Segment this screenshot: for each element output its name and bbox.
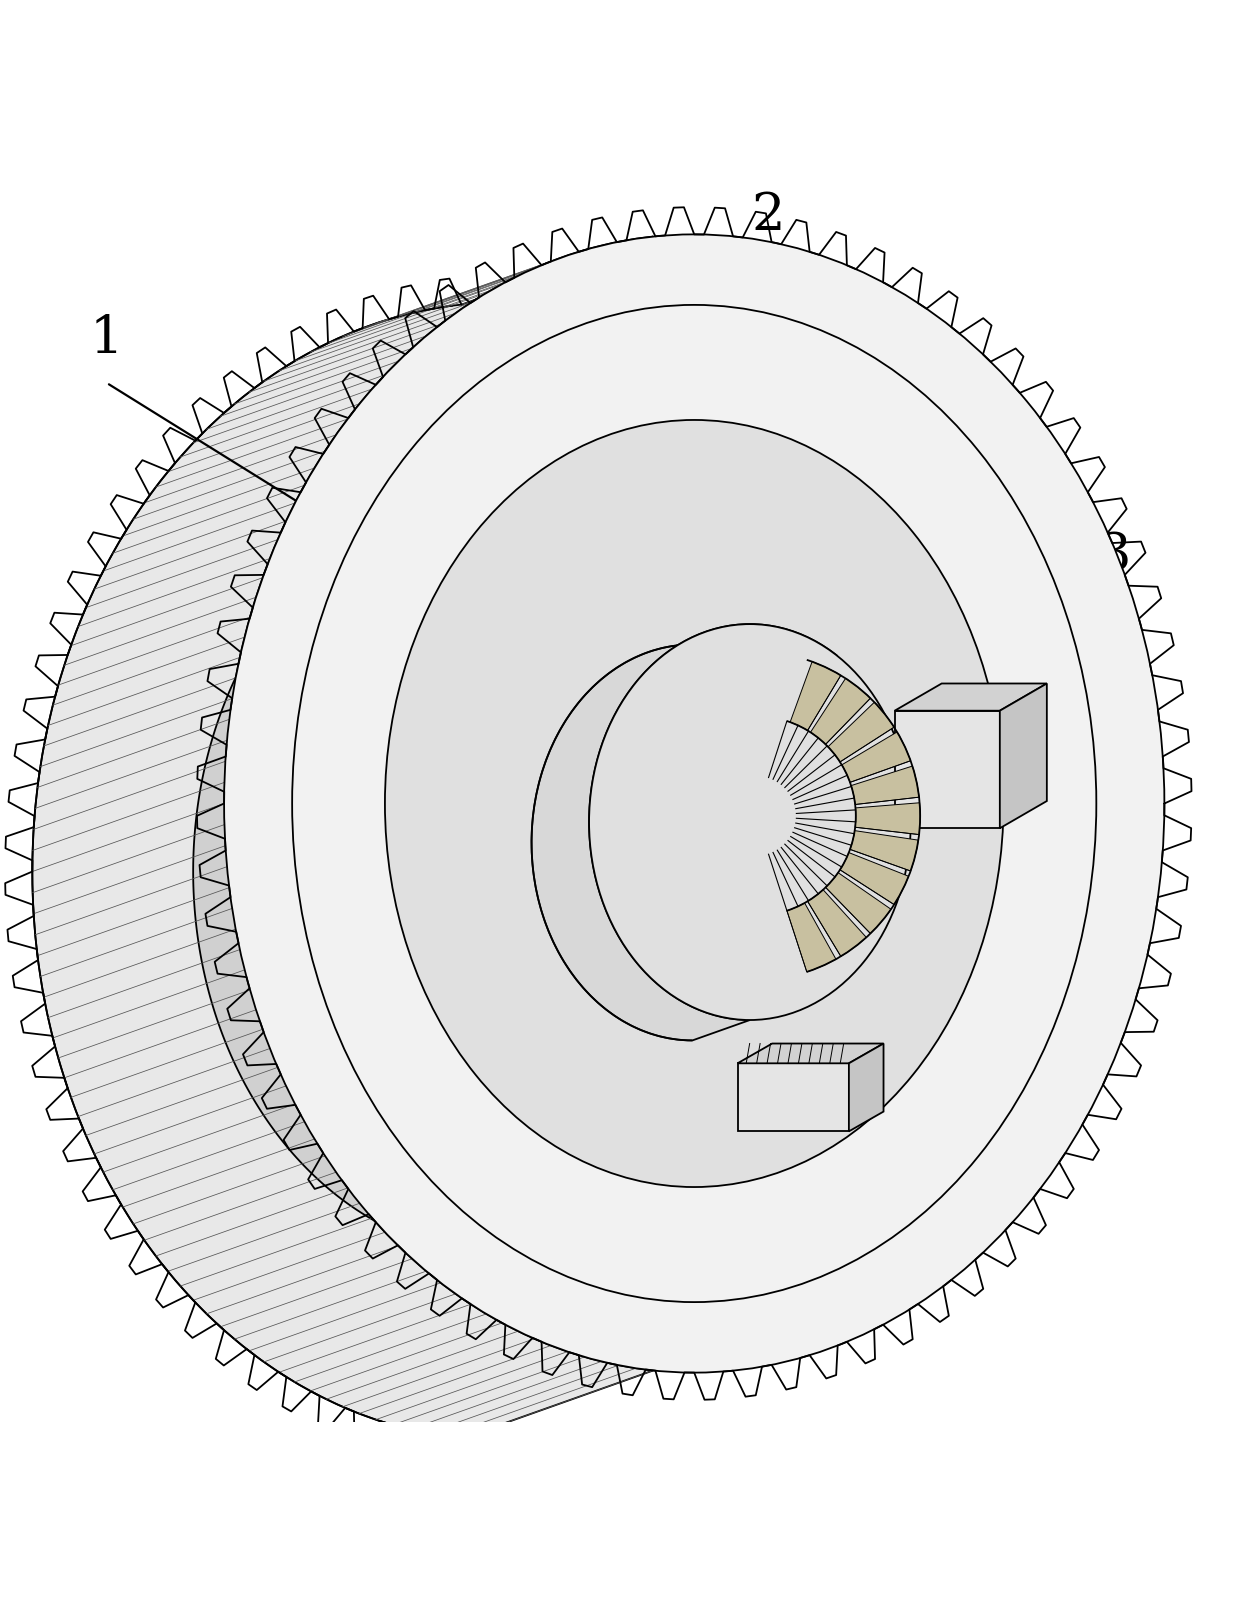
Polygon shape (532, 624, 837, 1040)
Polygon shape (807, 890, 867, 956)
Text: 3: 3 (1099, 530, 1132, 580)
Text: 2: 2 (751, 190, 785, 241)
Polygon shape (32, 236, 653, 1438)
Polygon shape (224, 235, 1164, 1372)
Text: 1: 1 (89, 313, 123, 365)
Polygon shape (839, 853, 909, 905)
Polygon shape (790, 662, 841, 731)
Polygon shape (842, 731, 910, 783)
Text: 4: 4 (1105, 784, 1138, 834)
Polygon shape (895, 683, 1047, 710)
Polygon shape (787, 903, 836, 972)
Polygon shape (849, 1043, 884, 1131)
Polygon shape (811, 678, 870, 744)
Polygon shape (826, 873, 892, 934)
Polygon shape (849, 831, 919, 871)
Polygon shape (384, 419, 1003, 1188)
Polygon shape (738, 1064, 849, 1131)
Polygon shape (738, 1043, 884, 1064)
Polygon shape (828, 702, 894, 762)
Polygon shape (193, 421, 667, 1253)
Ellipse shape (589, 624, 910, 1020)
Polygon shape (856, 804, 920, 834)
Polygon shape (999, 683, 1047, 828)
Polygon shape (895, 710, 999, 828)
Polygon shape (851, 767, 919, 805)
